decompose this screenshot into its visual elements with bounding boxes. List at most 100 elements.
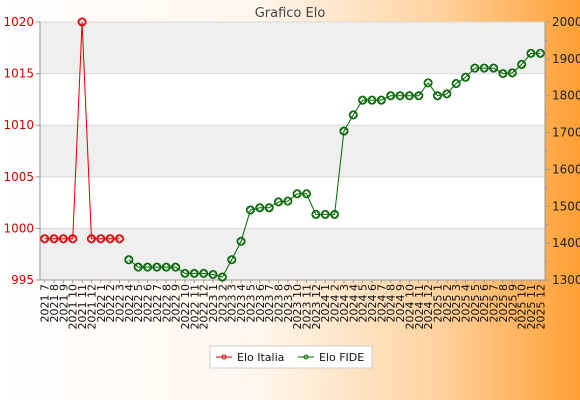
- data-point-circle: [367, 95, 377, 105]
- data-point-circle: [489, 63, 499, 73]
- data-point-circle: [302, 189, 312, 199]
- x-tick-label: 2024 12: [422, 284, 435, 330]
- x-tick-label: 2023 4: [235, 284, 248, 323]
- data-point-circle: [470, 63, 480, 73]
- data-point-circle: [292, 189, 302, 199]
- data-point-circle: [479, 63, 489, 73]
- x-tick-label: 2024 7: [375, 284, 388, 323]
- grid-band: [40, 125, 545, 177]
- left-tick-label: 1010: [3, 118, 34, 132]
- data-point-circle: [143, 262, 153, 272]
- data-point-circle: [404, 91, 414, 101]
- x-tick-label: 2023 5: [244, 284, 257, 323]
- x-tick-label: 2022 7: [151, 284, 164, 323]
- x-tick-label: 2025 8: [497, 284, 510, 323]
- right-tick-label: 1700: [552, 126, 580, 140]
- left-tick-label: 1000: [3, 221, 34, 235]
- left-tick-label: 1015: [3, 67, 34, 81]
- data-point-circle: [507, 68, 517, 78]
- series-0: [39, 17, 125, 244]
- x-tick-label: 2025 4: [460, 284, 473, 323]
- data-point-circle: [348, 110, 358, 120]
- x-tick-label: 2023 10: [291, 284, 304, 330]
- data-point-circle: [245, 205, 255, 215]
- x-tick-label: 2025 12: [534, 284, 547, 330]
- data-point-circle: [414, 91, 424, 101]
- data-point-circle: [386, 91, 396, 101]
- x-tick-label: 2023 2: [216, 284, 229, 323]
- data-point-circle: [236, 236, 246, 246]
- x-tick-label: 2022 12: [198, 284, 211, 330]
- data-point-circle: [395, 91, 405, 101]
- x-tick-label: 2024 11: [413, 284, 426, 330]
- x-tick-label: 2022 1: [95, 284, 108, 323]
- x-tick-label: 2023 7: [263, 284, 276, 323]
- x-tick-label: 2024 5: [357, 284, 370, 323]
- x-tick-label: 2022 8: [160, 284, 173, 323]
- x-tick-label: 2023 3: [226, 284, 239, 323]
- legend-marker-fide: [303, 354, 309, 360]
- x-tick-label: 2024 4: [347, 284, 360, 323]
- data-point-circle: [49, 234, 59, 244]
- grid-band: [40, 22, 545, 74]
- x-tick-label: 2025 10: [516, 284, 529, 330]
- data-point-circle: [526, 48, 536, 58]
- data-point-circle: [133, 262, 143, 272]
- data-point-circle: [124, 255, 134, 265]
- x-tick-label: 2021 10: [67, 284, 80, 330]
- data-point-circle: [320, 209, 330, 219]
- legend-marker-italia: [221, 354, 227, 360]
- x-tick-label: 2025 6: [478, 284, 491, 323]
- left-tick-label: 995: [11, 273, 34, 287]
- right-tick-label: 1600: [552, 162, 580, 176]
- data-point-circle: [152, 262, 162, 272]
- data-point-circle: [105, 234, 115, 244]
- right-tick-label: 1800: [552, 89, 580, 103]
- x-tick-label: 2022 2: [104, 284, 117, 323]
- x-tick-label: 2024 6: [366, 284, 379, 323]
- data-point-circle: [96, 234, 106, 244]
- x-tick-label: 2025 2: [441, 284, 454, 323]
- left-tick-label: 1005: [3, 170, 34, 184]
- x-tick-label: 2024 2: [329, 284, 342, 323]
- right-tick-label: 1500: [552, 199, 580, 213]
- data-point-circle: [40, 234, 50, 244]
- x-tick-label: 2021 11: [76, 284, 89, 330]
- x-tick-label: 2022 5: [132, 284, 145, 323]
- data-point-circle: [330, 209, 340, 219]
- right-tick-label: 2000: [552, 15, 580, 29]
- data-point-circle: [161, 262, 171, 272]
- x-tick-label: 2022 9: [170, 284, 183, 323]
- data-point-circle: [498, 69, 508, 79]
- right-axis-ticks: 1300 1400 1500 1600 1700 1800 1900 2000: [545, 15, 580, 287]
- x-tick-label: 2021 7: [39, 284, 52, 323]
- x-tick-label: 2023 8: [272, 284, 285, 323]
- series-layer: [39, 17, 546, 282]
- data-point-circle: [311, 209, 321, 219]
- x-tick-label: 2023 9: [282, 284, 295, 323]
- right-tick-label: 1300: [552, 273, 580, 287]
- data-point-circle: [376, 95, 386, 105]
- data-point-circle: [517, 59, 527, 69]
- data-point-circle: [358, 95, 368, 105]
- data-point-circle: [227, 255, 237, 265]
- left-tick-label: 1020: [3, 15, 34, 29]
- x-tick-label: 2023 1: [207, 284, 220, 323]
- data-point-circle: [451, 79, 461, 89]
- x-tick-label: 2024 9: [394, 284, 407, 323]
- data-point-circle: [208, 269, 218, 279]
- data-point-circle: [535, 48, 545, 58]
- x-tick-label: 2021 9: [57, 284, 70, 323]
- data-point-circle: [442, 89, 452, 99]
- series-1: [124, 48, 546, 282]
- x-tick-label: 2023 6: [254, 284, 267, 323]
- data-point-circle: [461, 72, 471, 82]
- x-tick-label: 2022 11: [188, 284, 201, 330]
- x-tick-label: 2022 6: [142, 284, 155, 323]
- x-tick-label: 2025 9: [506, 284, 519, 323]
- data-point-circle: [339, 126, 349, 136]
- data-point-circle: [86, 234, 96, 244]
- data-point-circle: [264, 203, 274, 213]
